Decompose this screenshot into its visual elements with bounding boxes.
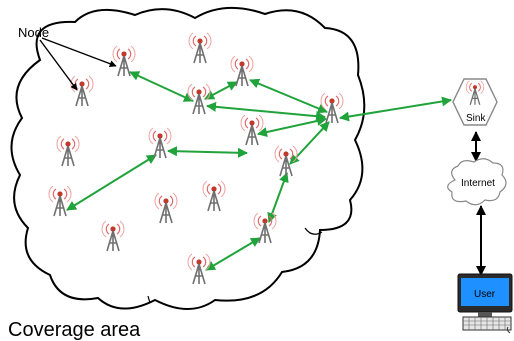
node-label: Node bbox=[18, 25, 49, 40]
link bbox=[204, 81, 238, 100]
node-pointer bbox=[41, 37, 117, 68]
sink-label: Sink bbox=[466, 113, 486, 124]
coverage-area-label: Coverage area bbox=[8, 319, 141, 341]
internet-node: Internet bbox=[447, 158, 507, 206]
user-label: User bbox=[474, 289, 496, 300]
link bbox=[66, 154, 157, 211]
user-computer: User bbox=[457, 273, 513, 334]
screen bbox=[461, 278, 509, 306]
link bbox=[267, 172, 289, 223]
link bbox=[167, 146, 248, 158]
sink-node: Sink bbox=[452, 78, 498, 126]
link bbox=[206, 101, 326, 122]
link bbox=[339, 96, 452, 122]
link bbox=[129, 71, 194, 102]
internet-label: Internet bbox=[461, 178, 495, 189]
links bbox=[66, 71, 452, 271]
link bbox=[205, 237, 261, 271]
node-pointer bbox=[39, 39, 78, 91]
internet-cloud-icon bbox=[447, 158, 507, 206]
